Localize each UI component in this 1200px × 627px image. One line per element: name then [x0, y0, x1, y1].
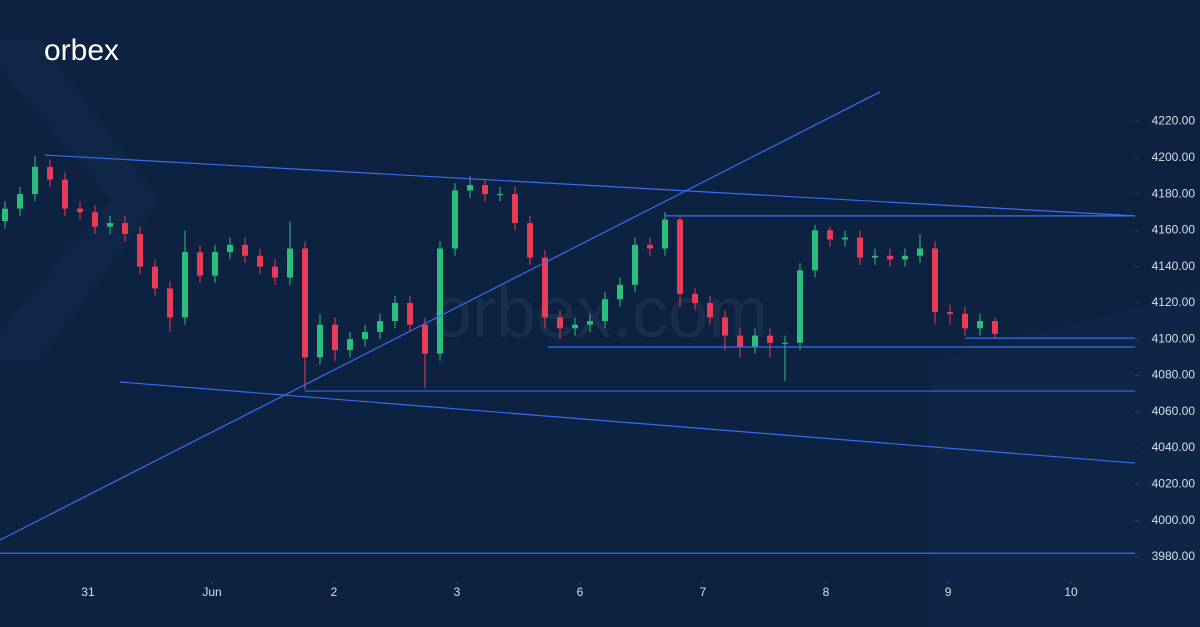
- y-tick-label: 4040.00: [1152, 440, 1196, 454]
- candle-body: [481, 185, 488, 195]
- trend-line: [45, 154, 1136, 217]
- candle-body: [992, 321, 999, 334]
- candle-body: [376, 321, 383, 332]
- candle-body: [181, 252, 188, 318]
- candle-body: [61, 179, 68, 209]
- candle-body: [421, 324, 428, 354]
- candle-body: [361, 331, 368, 340]
- candle-body: [136, 233, 143, 267]
- y-tick-label: 4200.00: [1152, 150, 1196, 164]
- candle-body: [752, 335, 759, 347]
- y-tick-label: 4100.00: [1152, 331, 1196, 345]
- candle-body: [76, 208, 83, 213]
- candle-body: [632, 244, 639, 285]
- brand-logo: orbex: [44, 34, 119, 67]
- candle-body: [406, 302, 413, 325]
- candle-body: [271, 266, 278, 278]
- y-tick-label: 4220.00: [1152, 114, 1196, 128]
- candle-body: [91, 212, 98, 227]
- trend-line: [0, 91, 881, 541]
- y-tick-label: 4160.00: [1152, 223, 1196, 237]
- x-tick-label: 6: [577, 585, 584, 599]
- candle-body: [316, 324, 323, 358]
- candle-body: [46, 166, 53, 180]
- candle-body: [436, 248, 443, 354]
- y-tick-label: 3980.00: [1152, 549, 1196, 563]
- candle-body: [662, 219, 669, 249]
- candle-body: [587, 321, 594, 325]
- candle-body: [31, 166, 38, 195]
- candle-body: [572, 324, 579, 329]
- candle-body: [196, 252, 203, 276]
- candle-body: [496, 194, 503, 196]
- candle-body: [286, 248, 293, 278]
- candle-body: [121, 223, 128, 234]
- candle-body: [511, 194, 518, 224]
- trend-line: [119, 381, 1136, 464]
- x-tick-label: 2: [331, 585, 338, 599]
- candle-body: [166, 288, 173, 318]
- decor: [930, 290, 1200, 627]
- candle-body: [677, 219, 684, 294]
- x-tick-label: 31: [81, 585, 95, 599]
- y-tick-label: 4060.00: [1152, 404, 1196, 418]
- x-tick-label: 9: [945, 585, 952, 599]
- candle-body: [241, 244, 248, 256]
- candle-body: [211, 252, 218, 276]
- candle-body: [466, 185, 473, 191]
- candle-body: [692, 293, 699, 303]
- candle-body: [256, 255, 263, 267]
- candle-body: [106, 223, 113, 227]
- candle-body: [932, 248, 939, 312]
- candle-body: [842, 237, 849, 240]
- candle-body: [391, 302, 398, 322]
- candle-body: [962, 313, 969, 329]
- x-tick-label: 7: [700, 585, 707, 599]
- x-tick-label: Jun: [202, 585, 221, 599]
- x-tick-label: 3: [454, 585, 461, 599]
- candle-body: [617, 284, 624, 300]
- candle-body: [346, 339, 353, 351]
- candle-body: [541, 257, 548, 318]
- candle-body: [722, 317, 729, 336]
- candle-body: [301, 248, 308, 358]
- candle-body: [872, 255, 879, 258]
- candle-body: [226, 244, 233, 253]
- y-tick-label: 4180.00: [1152, 186, 1196, 200]
- y-tick-label: 4020.00: [1152, 476, 1196, 490]
- x-tick-label: 10: [1064, 585, 1078, 599]
- candle-body: [602, 299, 609, 322]
- y-tick-label: 4000.00: [1152, 513, 1196, 527]
- decor: [0, 40, 160, 360]
- candle-body: [556, 317, 563, 329]
- candle-body: [902, 255, 909, 260]
- y-tick-label: 4120.00: [1152, 295, 1196, 309]
- candle-body: [947, 311, 954, 314]
- candle-body: [16, 194, 23, 209]
- candle-body: [451, 190, 458, 249]
- candle-body: [526, 223, 533, 258]
- candle-body: [917, 248, 924, 256]
- candle-body: [331, 324, 338, 351]
- candle-body: [647, 244, 654, 249]
- candle-body: [151, 266, 158, 289]
- candle-body: [782, 342, 789, 344]
- candle-body: [707, 302, 714, 318]
- candle-body: [887, 255, 894, 260]
- candle-body: [977, 321, 984, 329]
- candle-body: [1, 208, 8, 222]
- y-tick-label: 4140.00: [1152, 259, 1196, 273]
- watermark: orbex.com: [432, 273, 768, 353]
- candle-body: [812, 230, 819, 271]
- candle-body: [797, 270, 804, 343]
- candle-body: [827, 230, 834, 240]
- candle-body: [767, 335, 774, 343]
- y-tick-label: 4080.00: [1152, 368, 1196, 382]
- candle-body: [737, 335, 744, 347]
- candle-body: [857, 237, 864, 258]
- x-tick-label: 8: [823, 585, 830, 599]
